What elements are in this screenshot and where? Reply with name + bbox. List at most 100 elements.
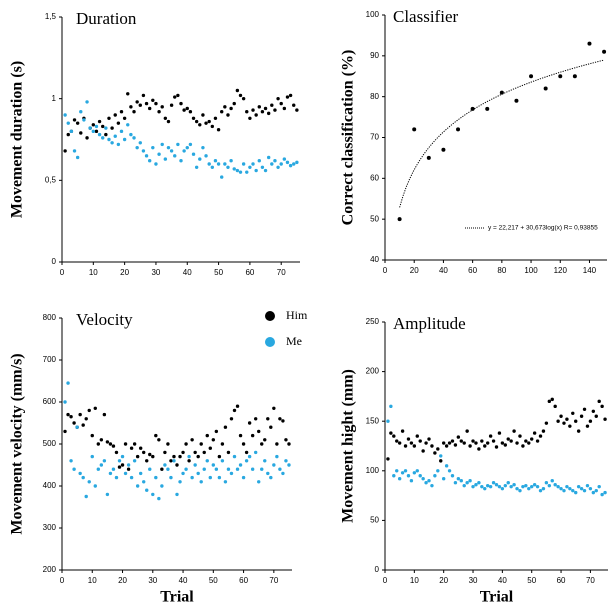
point — [94, 129, 99, 134]
point — [433, 474, 437, 478]
point — [151, 492, 155, 497]
point — [281, 471, 285, 476]
point — [521, 484, 525, 489]
point — [562, 421, 566, 425]
point — [193, 463, 197, 467]
point — [69, 459, 73, 463]
point — [119, 110, 124, 114]
point — [597, 399, 601, 404]
point — [602, 49, 607, 54]
point — [129, 105, 133, 109]
point — [176, 142, 180, 147]
point — [471, 439, 475, 443]
x-axis-label: Trial — [480, 589, 514, 606]
point — [433, 451, 437, 455]
point — [108, 471, 113, 476]
point — [107, 137, 111, 142]
point — [179, 101, 183, 106]
y-tick-label: 0,5 — [45, 175, 57, 184]
point — [144, 154, 149, 158]
x-tick-label: 100 — [524, 266, 538, 275]
point — [166, 442, 170, 446]
point — [430, 444, 434, 448]
point — [430, 483, 434, 488]
point — [82, 118, 86, 122]
point — [386, 457, 390, 461]
point — [591, 490, 596, 495]
point — [477, 447, 481, 451]
point — [389, 431, 393, 435]
point — [250, 467, 255, 471]
legend-label: Him — [286, 308, 308, 322]
x-tick-label: 120 — [554, 266, 568, 275]
point — [260, 110, 265, 114]
point — [223, 162, 227, 166]
point — [147, 159, 152, 163]
point — [263, 168, 268, 173]
point — [248, 116, 252, 120]
point — [204, 121, 208, 125]
point — [213, 159, 218, 163]
point — [178, 480, 182, 484]
x-tick-label: 0 — [383, 266, 388, 275]
point — [547, 399, 552, 404]
point — [213, 116, 218, 120]
point — [556, 419, 560, 423]
point — [491, 439, 496, 443]
point — [157, 496, 161, 501]
point — [436, 469, 440, 473]
point — [181, 471, 185, 476]
point — [207, 162, 211, 166]
point — [253, 450, 258, 455]
y-tick-label: 800 — [43, 313, 57, 322]
point — [406, 437, 411, 441]
point — [113, 113, 117, 117]
point — [412, 444, 417, 448]
point — [447, 441, 452, 445]
point — [279, 101, 283, 106]
point — [395, 469, 399, 473]
point — [518, 488, 522, 493]
point — [141, 149, 146, 153]
point — [247, 421, 252, 425]
point — [565, 484, 569, 489]
point — [117, 459, 122, 463]
point — [208, 446, 212, 450]
point — [538, 434, 543, 438]
point — [444, 464, 449, 468]
x-tick-label: 20 — [439, 576, 448, 585]
point — [571, 488, 575, 493]
point — [600, 492, 604, 497]
point — [208, 475, 212, 480]
x-tick-label: 40 — [183, 268, 192, 277]
y-tick-label: 100 — [366, 466, 380, 475]
point — [66, 121, 70, 125]
point — [102, 459, 107, 463]
y-tick-label: 60 — [370, 173, 379, 182]
point — [173, 154, 177, 158]
annotation: y = 22,217 + 30,673log(x) R= 0,93855 — [488, 225, 598, 232]
point — [229, 106, 233, 111]
point — [241, 96, 246, 101]
point — [409, 479, 414, 483]
point — [421, 449, 425, 453]
point — [105, 492, 110, 497]
point — [91, 123, 96, 127]
y-tick-label: 200 — [366, 367, 380, 376]
x-tick-label: 60 — [557, 576, 566, 585]
point — [229, 417, 234, 421]
point — [101, 136, 105, 140]
point — [217, 454, 222, 459]
point — [499, 90, 504, 95]
point — [81, 475, 85, 480]
point — [211, 438, 216, 442]
point — [444, 444, 449, 448]
point — [126, 123, 130, 127]
point — [530, 437, 534, 441]
point — [269, 425, 273, 429]
point — [257, 480, 261, 484]
point — [226, 450, 231, 455]
point — [392, 474, 396, 478]
point — [175, 463, 179, 467]
x-tick-label: 0 — [383, 576, 388, 585]
